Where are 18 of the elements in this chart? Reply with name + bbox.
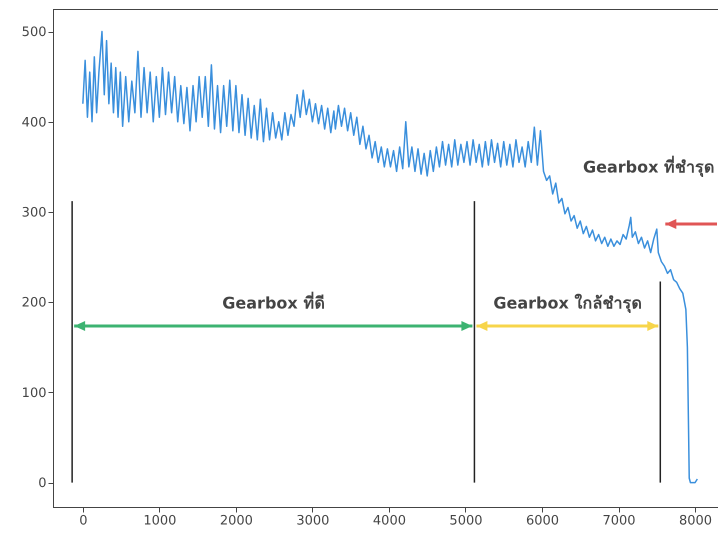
annotation: Gearbox ที่ชำรุด <box>582 155 714 178</box>
x-tick-label: 0 <box>79 514 88 528</box>
y-tick-label: 200 <box>22 296 46 311</box>
y-tick-label: 100 <box>22 386 46 401</box>
y-tick-label: 500 <box>22 25 46 40</box>
x-tick-label: 1000 <box>143 514 176 528</box>
x-tick-label: 8000 <box>678 514 712 528</box>
x-tick-label: 3000 <box>296 514 330 528</box>
x-tick-label: 4000 <box>372 514 406 528</box>
y-tick-label: 400 <box>22 115 46 130</box>
y-tick-label: 0 <box>38 476 46 492</box>
annotation: Gearbox ใกล้ชำรุด <box>493 293 642 314</box>
annotation: Gearbox ที่ดี <box>222 291 324 312</box>
x-tick-label: 5000 <box>449 514 483 528</box>
x-tick-label: 6000 <box>526 514 560 528</box>
x-tick-label: 2000 <box>220 514 253 528</box>
x-tick-label: 7000 <box>602 514 636 528</box>
y-tick-label: 300 <box>22 205 46 220</box>
